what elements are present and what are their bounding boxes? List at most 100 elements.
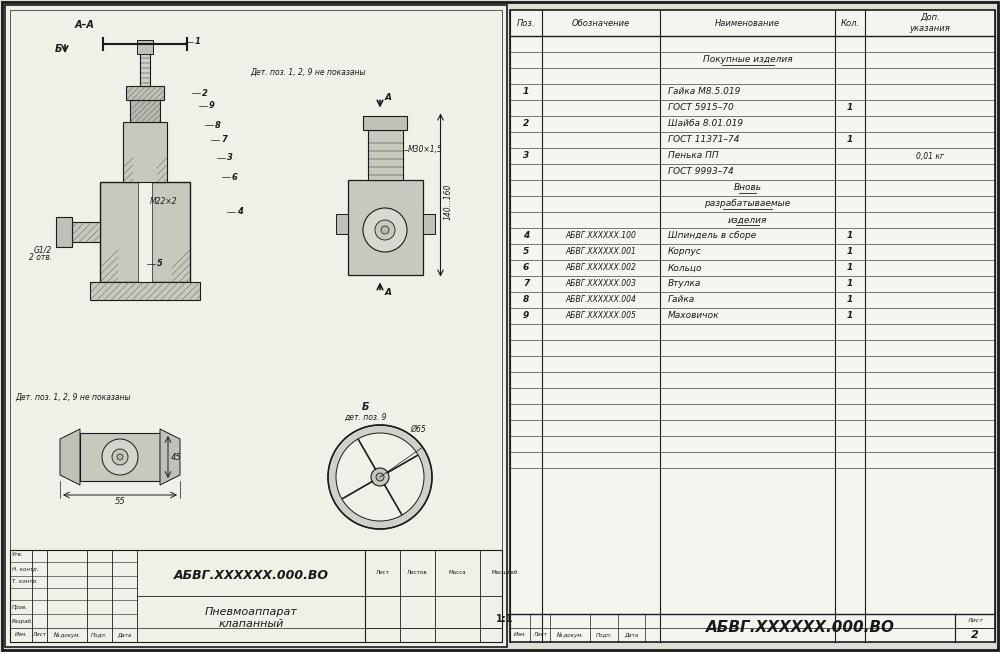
Text: Б: Б xyxy=(55,44,62,54)
Text: 3: 3 xyxy=(227,153,233,162)
Text: ГОСТ 5915–70: ГОСТ 5915–70 xyxy=(668,104,734,113)
Bar xyxy=(510,10,995,642)
Text: Пневмоаппарат: Пневмоаппарат xyxy=(205,606,297,617)
Text: АБВГ.XXXXXX.001: АБВГ.XXXXXX.001 xyxy=(566,248,636,256)
Text: М30×1,5: М30×1,5 xyxy=(408,145,442,154)
Text: Маховичок: Маховичок xyxy=(668,312,720,321)
Text: ГОСТ 11371–74: ГОСТ 11371–74 xyxy=(668,136,740,145)
Text: 9: 9 xyxy=(523,312,529,321)
Text: изделия: изделия xyxy=(728,216,767,224)
Text: 4: 4 xyxy=(523,231,529,241)
Text: 6: 6 xyxy=(232,173,238,181)
Bar xyxy=(126,86,164,100)
Text: Подп.: Подп. xyxy=(596,632,612,638)
Bar xyxy=(80,433,160,481)
Bar xyxy=(10,10,502,642)
Text: Гайка М8.5.019: Гайка М8.5.019 xyxy=(668,87,740,96)
Circle shape xyxy=(328,425,432,529)
Circle shape xyxy=(102,439,138,475)
Text: Масштаб: Масштаб xyxy=(492,570,518,576)
Text: Обозначение: Обозначение xyxy=(572,18,630,27)
Text: Доп.
указания: Доп. указания xyxy=(910,13,950,33)
Text: G1/2: G1/2 xyxy=(34,246,52,254)
Text: Втулка: Втулка xyxy=(668,280,701,288)
Text: Б: Б xyxy=(361,402,369,412)
Bar xyxy=(130,100,160,122)
Circle shape xyxy=(375,220,395,240)
Text: 1: 1 xyxy=(847,231,853,241)
Text: Дет. поз. 1, 2, 9 не показаны: Дет. поз. 1, 2, 9 не показаны xyxy=(15,393,130,402)
Text: Масса: Масса xyxy=(449,570,466,576)
Text: Наименование: Наименование xyxy=(715,18,780,27)
Text: 2: 2 xyxy=(202,89,208,98)
Bar xyxy=(5,5,507,647)
Text: АБВГ.XXXXXX.100: АБВГ.XXXXXX.100 xyxy=(566,231,636,241)
Polygon shape xyxy=(60,429,80,485)
Text: 7: 7 xyxy=(221,136,227,145)
Text: 2: 2 xyxy=(523,119,529,128)
Text: 1:1: 1:1 xyxy=(496,614,514,624)
Text: Покупные изделия: Покупные изделия xyxy=(703,55,792,65)
Text: Вновь: Вновь xyxy=(734,183,762,192)
Text: Лист: Лист xyxy=(32,632,46,638)
Text: 1: 1 xyxy=(195,38,201,46)
Bar xyxy=(10,550,502,642)
Text: Дата: Дата xyxy=(117,632,132,638)
Bar xyxy=(422,214,434,234)
Text: А–А: А–А xyxy=(75,20,95,30)
Text: 0,01 кг: 0,01 кг xyxy=(916,151,944,160)
Text: АБВГ.XXXXXX.000.ВО: АБВГ.XXXXXX.000.ВО xyxy=(174,569,328,582)
Circle shape xyxy=(336,433,424,521)
Text: АБВГ.XXXXXX.005: АБВГ.XXXXXX.005 xyxy=(566,312,636,321)
Text: Утв.: Утв. xyxy=(12,552,24,557)
Text: 1: 1 xyxy=(847,263,853,273)
Text: Лист: Лист xyxy=(376,570,390,576)
Text: Пров.: Пров. xyxy=(12,604,28,610)
Text: Подп.: Подп. xyxy=(91,632,108,638)
Bar xyxy=(140,50,150,86)
Text: Дата: Дата xyxy=(624,632,639,638)
Text: 8: 8 xyxy=(215,121,221,130)
Text: 1: 1 xyxy=(847,295,853,304)
Text: 6: 6 xyxy=(523,263,529,273)
Text: № докум.: № докум. xyxy=(53,632,81,638)
Text: АБВГ.XXXXXX.002: АБВГ.XXXXXX.002 xyxy=(566,263,636,273)
Circle shape xyxy=(112,449,128,465)
Text: Т. контр.: Т. контр. xyxy=(12,580,38,584)
Text: А: А xyxy=(385,93,392,102)
Text: Листов: Листов xyxy=(407,570,428,576)
Circle shape xyxy=(381,226,389,234)
Text: 1: 1 xyxy=(847,312,853,321)
Text: 9: 9 xyxy=(209,102,215,110)
Text: Шпиндель в сборе: Шпиндель в сборе xyxy=(668,231,756,241)
Text: 4: 4 xyxy=(237,207,243,216)
Text: Кол.: Кол. xyxy=(840,18,860,27)
Text: 5: 5 xyxy=(523,248,529,256)
Bar xyxy=(72,222,100,242)
Bar xyxy=(368,130,402,179)
Text: 1: 1 xyxy=(523,87,529,96)
Text: клапанный: клапанный xyxy=(218,619,284,629)
Text: № докум.: № докум. xyxy=(556,632,584,638)
Text: Изм.: Изм. xyxy=(15,632,27,638)
Text: 55: 55 xyxy=(115,497,125,507)
Bar xyxy=(137,40,153,54)
Text: Н. контр.: Н. контр. xyxy=(12,567,38,572)
Bar xyxy=(363,115,407,130)
Bar xyxy=(336,214,348,234)
Text: 1: 1 xyxy=(847,136,853,145)
Text: АБВГ.XXXXXX.003: АБВГ.XXXXXX.003 xyxy=(566,280,636,288)
Text: разрабатываемые: разрабатываемые xyxy=(704,200,791,209)
Circle shape xyxy=(363,208,407,252)
Text: 140...160: 140...160 xyxy=(444,184,452,220)
Circle shape xyxy=(376,473,384,481)
Polygon shape xyxy=(160,429,180,485)
Text: Разраб.: Разраб. xyxy=(12,619,34,623)
Text: 3: 3 xyxy=(523,151,529,160)
Text: 2 отв.: 2 отв. xyxy=(29,254,52,263)
Text: Пенька ПП: Пенька ПП xyxy=(668,151,719,160)
Circle shape xyxy=(371,468,389,486)
Text: Дет. поз. 1, 2, 9 не показаны: Дет. поз. 1, 2, 9 не показаны xyxy=(250,68,366,76)
Bar xyxy=(90,282,200,300)
Text: Ø65: Ø65 xyxy=(410,424,426,434)
